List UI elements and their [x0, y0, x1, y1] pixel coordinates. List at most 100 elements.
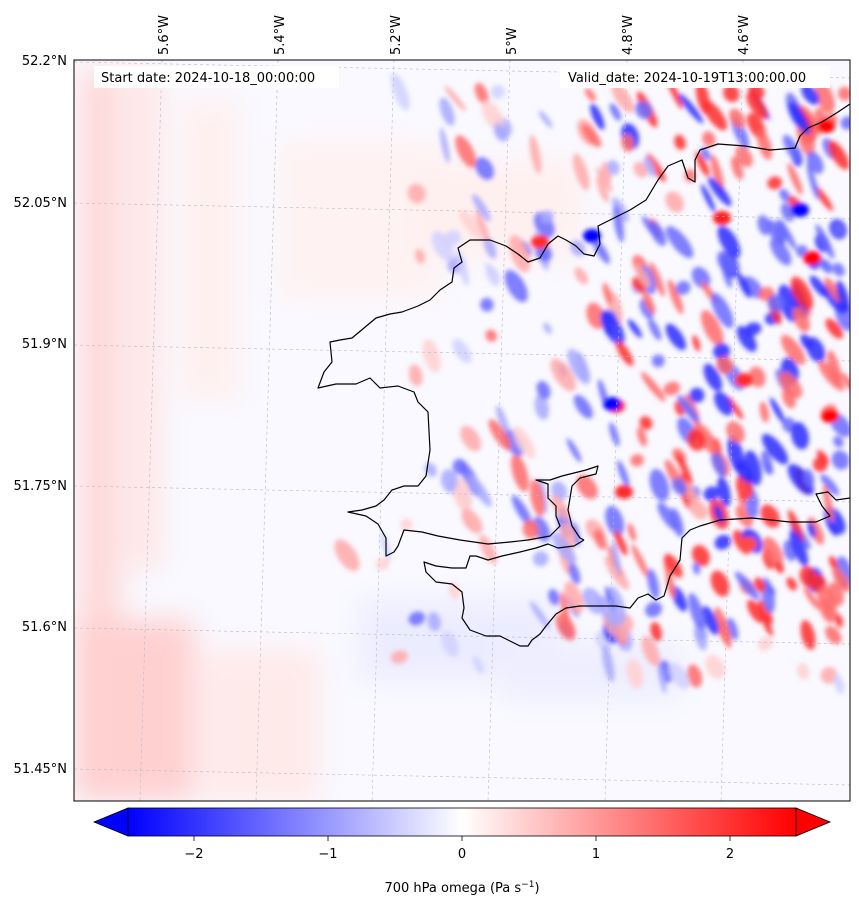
omega-cell: [765, 462, 774, 475]
omega-cell: [815, 224, 835, 259]
omega-cell: [670, 507, 684, 538]
omega-cell: [761, 433, 789, 465]
omega-cell: [836, 280, 850, 312]
omega-cell: [757, 215, 771, 236]
colorbar-tick: 2: [726, 847, 734, 862]
omega-cell: [822, 259, 833, 274]
omega-cell: [635, 100, 653, 120]
omega-cell: [602, 282, 613, 305]
omega-cell: [779, 188, 791, 203]
omega-cell: [789, 529, 809, 567]
omega-cell: [700, 184, 716, 213]
omega-cell: [568, 562, 581, 585]
omega-cell: [767, 294, 784, 313]
omega-cell: [667, 279, 684, 315]
omega-cell: [711, 450, 727, 478]
omega-cell: [790, 276, 814, 310]
omega-cell: [801, 84, 820, 105]
omega-cell: [540, 210, 554, 224]
omega-hotspot: [603, 397, 621, 411]
omega-cell: [390, 73, 410, 111]
omega-cell: [647, 568, 660, 600]
omega-cell: [488, 419, 512, 451]
omega-cell: [475, 157, 494, 180]
omega-cell: [605, 505, 625, 537]
omega-cell: [710, 154, 725, 193]
omega-hotspot: [821, 409, 839, 423]
omega-cell: [832, 222, 845, 237]
omega-cell: [596, 175, 609, 203]
omega-cell: [663, 381, 681, 396]
omega-cell: [657, 665, 667, 694]
omega-cell: [407, 183, 426, 204]
omega-cell: [555, 613, 576, 641]
omega-cell: [639, 416, 653, 430]
omega-cell: [641, 636, 660, 667]
omega-cell: [614, 530, 628, 556]
omega-cell: [575, 352, 588, 381]
omega-cell: [695, 80, 710, 115]
omega-cell: [774, 561, 785, 574]
omega-cell: [687, 664, 703, 688]
omega-cell: [631, 544, 650, 579]
omega-hotspot: [583, 229, 601, 243]
omega-cell: [780, 203, 795, 222]
omega-cell: [609, 103, 622, 121]
omega-cell: [735, 571, 760, 600]
omega-cell: [787, 163, 803, 195]
omega-cell: [452, 338, 472, 364]
omega-cell: [796, 663, 810, 680]
omega-cell: [744, 450, 762, 486]
omega-cell: [630, 454, 644, 467]
omega-cell: [551, 495, 570, 521]
omega-cell: [747, 599, 764, 623]
map-panel: Start date: 2024-10-18_00:00:00 Valid_da…: [74, 60, 850, 801]
omega-cell: [815, 80, 835, 114]
omega-cell: [538, 110, 553, 128]
valid-date-label: Valid_date: 2024-10-19T13:00:00.00: [568, 71, 806, 86]
omega-cell: [754, 577, 766, 593]
omega-cell: [611, 82, 635, 113]
omega-cell: [642, 290, 656, 315]
omega-cell: [688, 593, 706, 631]
omega-cell: [700, 310, 724, 347]
omega-cell: [822, 285, 846, 314]
omega-hotspot: [739, 537, 757, 551]
omega-cell: [615, 340, 634, 366]
omega-cell: [650, 621, 662, 642]
omega-cell: [511, 495, 533, 527]
omega-cell: [742, 276, 763, 299]
omega-cell: [700, 147, 711, 161]
omega-cell: [475, 210, 490, 242]
omega-cell: [617, 460, 630, 488]
omega-cell: [641, 215, 659, 238]
omega-hotspot: [531, 235, 549, 249]
omega-cell: [593, 529, 607, 550]
omega-cell: [648, 318, 662, 341]
omega-cell: [422, 339, 441, 373]
omega-cell: [566, 438, 582, 463]
omega-cell: [791, 422, 809, 450]
omega-cell: [522, 519, 539, 539]
colorbar-tick: 0: [458, 847, 466, 862]
omega-cell: [746, 92, 768, 120]
omega-cell: [444, 85, 466, 112]
omega-cell: [604, 555, 630, 590]
colorbar-tick: −1: [318, 847, 337, 862]
omega-cell: [611, 197, 629, 223]
omega-cell: [779, 221, 797, 250]
omega-cell: [532, 551, 549, 567]
lat-label: 51.45°N: [14, 762, 67, 777]
omega-cell: [760, 504, 780, 528]
colorbar-min-extend: [92, 807, 129, 837]
omega-cell: [461, 508, 483, 534]
omega-cell: [714, 534, 731, 550]
omega-cell: [440, 469, 460, 494]
omega-cell: [665, 226, 694, 259]
omega-cell: [472, 655, 484, 674]
omega-hotspot: [615, 485, 633, 499]
omega-cell: [607, 586, 626, 625]
omega-cell: [649, 468, 670, 502]
omega-hotspot: [791, 203, 809, 217]
omega-cell: [671, 586, 688, 612]
